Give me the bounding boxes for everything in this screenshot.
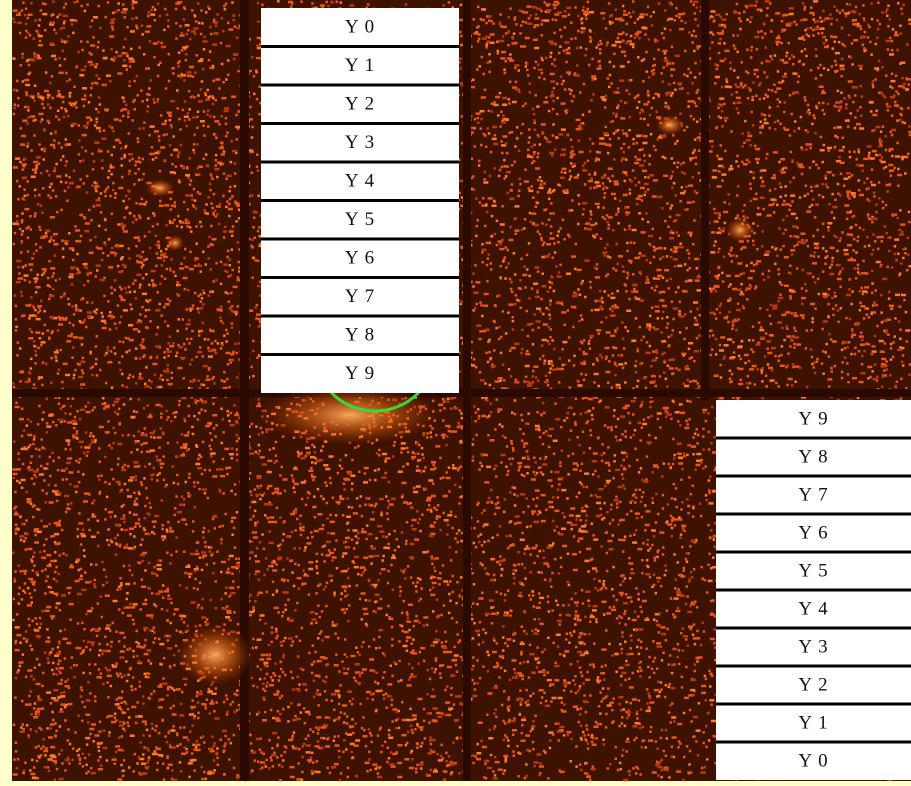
- page: Y 0 Y 1 Y 2 Y 3 Y 4 Y 5 Y 6 Y 7 Y 8 Y 9 Y 9 Y 8 Y 7…: [0, 0, 911, 786]
- column-label: Y 1: [798, 712, 828, 733]
- label-column: Y 0 Y 1 Y 2 Y 3 Y 4 Y 5 Y 6 Y 7 Y 8 Y 9: [261, 8, 459, 393]
- label-column: Y 9 Y 8 Y 7 Y 6 Y 5 Y 4 Y 3 Y 2 Y 1 Y 0: [716, 400, 911, 780]
- separator: [261, 353, 459, 356]
- separator: [261, 84, 459, 87]
- source: [146, 179, 174, 197]
- column-label: Y 7: [345, 286, 375, 307]
- column-label: Y 0: [345, 17, 375, 38]
- source: [726, 218, 754, 242]
- column-label: Y 8: [345, 325, 375, 346]
- separator: [716, 741, 911, 744]
- column-label: Y 4: [798, 598, 828, 619]
- column-label: Y 1: [345, 55, 375, 76]
- separator: [716, 513, 911, 516]
- column-label: Y 5: [798, 560, 828, 581]
- column-label: Y 0: [798, 750, 828, 771]
- chip-gap: [701, 0, 709, 400]
- separator: [716, 665, 911, 668]
- column-label: Y 8: [798, 446, 828, 467]
- column-label: Y 9: [798, 408, 828, 429]
- separator: [716, 437, 911, 440]
- separator: [261, 122, 459, 125]
- chip-gap: [12, 389, 911, 397]
- column-label: Y 2: [798, 674, 828, 695]
- separator: [716, 703, 911, 706]
- column-label: Y 3: [798, 636, 828, 657]
- column-label: Y 5: [345, 209, 375, 230]
- separator: [716, 475, 911, 478]
- column-label: Y 9: [345, 363, 375, 384]
- separator: [261, 199, 459, 202]
- column-label: Y 4: [345, 171, 375, 192]
- separator: [716, 551, 911, 554]
- separator: [261, 315, 459, 318]
- separator: [261, 161, 459, 164]
- separator: [261, 45, 459, 48]
- column-label: Y 6: [345, 248, 375, 269]
- column-label: Y 3: [345, 132, 375, 153]
- source: [260, 385, 440, 445]
- separator: [261, 238, 459, 241]
- column-label: Y 2: [345, 94, 375, 115]
- separator: [716, 627, 911, 630]
- scene: Y 0 Y 1 Y 2 Y 3 Y 4 Y 5 Y 6 Y 7 Y 8 Y 9 Y 9 Y 8 Y 7…: [0, 0, 911, 786]
- separator: [261, 276, 459, 279]
- column-label: Y 6: [798, 522, 828, 543]
- source: [656, 115, 684, 135]
- column-label: Y 7: [798, 484, 828, 505]
- source: [166, 235, 184, 251]
- source: [177, 625, 253, 685]
- separator: [716, 589, 911, 592]
